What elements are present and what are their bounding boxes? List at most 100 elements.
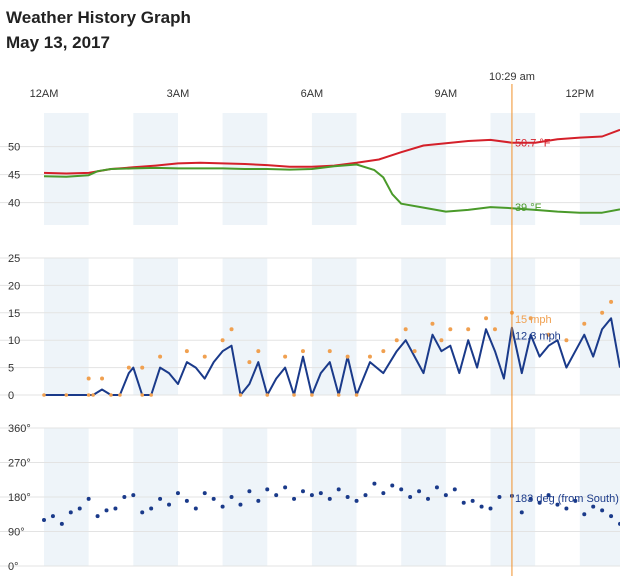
calm-point: [86, 393, 91, 397]
page-date: May 13, 2017: [6, 33, 110, 52]
gust-point: [158, 354, 163, 359]
hour-band: [44, 113, 89, 225]
direction-point: [555, 502, 560, 507]
gust-point: [564, 338, 569, 343]
gust-point: [600, 310, 605, 315]
direction-point: [283, 485, 288, 490]
direction-point: [426, 496, 430, 501]
hour-band: [222, 258, 268, 395]
calm-point: [140, 393, 145, 397]
direction-point: [582, 512, 587, 517]
direction-point: [149, 506, 154, 511]
y-tick-label: 50: [8, 142, 20, 154]
cursor-value-label: 50.7 °F: [515, 138, 551, 150]
gust-point: [86, 376, 91, 381]
direction-point: [434, 485, 439, 490]
x-tick-label: 6AM: [301, 88, 324, 100]
gust-point: [439, 338, 444, 343]
hour-band: [133, 258, 178, 395]
x-tick-label: 12PM: [565, 88, 594, 100]
gust-point: [140, 365, 145, 370]
gust-point: [394, 338, 399, 343]
direction-point: [104, 508, 109, 513]
gust-point: [184, 349, 189, 354]
calm-point: [149, 393, 153, 397]
direction-point: [140, 510, 145, 515]
calm-point: [292, 393, 296, 397]
gust-point: [126, 365, 131, 370]
direction-point: [238, 502, 243, 507]
calm-point: [336, 393, 341, 397]
gust-point: [403, 327, 408, 332]
hour-band: [579, 113, 620, 225]
direction-point: [59, 521, 64, 526]
direction-point: [202, 491, 207, 496]
x-tick-label: 9AM: [435, 88, 458, 100]
hour-band: [579, 258, 620, 395]
direction-point: [537, 500, 542, 505]
calm-point: [265, 393, 270, 397]
direction-point: [381, 491, 386, 496]
y-tick-label: 20: [8, 280, 20, 292]
direction-point: [591, 504, 596, 509]
direction-point: [408, 495, 413, 499]
calm-point: [91, 393, 95, 397]
direction-point: [211, 496, 216, 501]
gust-point: [528, 316, 533, 321]
gust-point: [229, 327, 234, 332]
gust-point: [448, 327, 453, 332]
calm-point: [354, 393, 359, 397]
direction-point: [131, 493, 136, 498]
direction-point: [390, 483, 395, 488]
cursor-time-label: 10:29 am: [489, 71, 535, 83]
gust-point: [367, 354, 372, 359]
direction-point: [220, 504, 225, 509]
y-tick-label: 45: [8, 170, 20, 182]
direction-point: [609, 514, 614, 519]
direction-point: [77, 506, 82, 511]
direction-point: [327, 496, 332, 501]
x-tick-label: 3AM: [167, 88, 190, 100]
direction-point: [564, 506, 569, 511]
direction-point: [167, 502, 172, 507]
direction-point: [528, 496, 533, 501]
direction-point: [122, 495, 127, 499]
direction-point: [417, 489, 422, 494]
cursor-value-label: 12.3 mph: [515, 331, 561, 343]
direction-point: [470, 498, 475, 503]
gust-point: [484, 316, 489, 321]
direction-point: [336, 487, 341, 492]
hour-band: [490, 258, 536, 395]
gust-point: [283, 354, 288, 359]
y-tick-label: 90°: [8, 527, 25, 539]
y-tick-label: 270°: [8, 458, 31, 470]
gust-point: [430, 321, 435, 326]
y-tick-label: 0°: [8, 561, 19, 573]
direction-point: [452, 487, 457, 492]
direction-point: [372, 481, 377, 486]
y-tick-label: 40: [8, 198, 20, 210]
y-tick-label: 15: [8, 308, 20, 320]
gust-point: [466, 327, 471, 332]
gust-point: [247, 360, 252, 365]
direction-point: [158, 496, 163, 501]
gust-point: [100, 376, 105, 381]
wind-speed-line: [44, 317, 620, 396]
calm-point: [42, 393, 46, 397]
direction-point: [175, 491, 180, 496]
dew-point-line: [43, 163, 620, 214]
gust-point: [256, 349, 261, 354]
hour-band: [44, 258, 89, 395]
direction-point: [274, 493, 279, 498]
page-title: Weather History Graph: [6, 8, 191, 27]
hour-band: [401, 258, 446, 395]
cursor-value-label: 183 deg (from South): [515, 493, 619, 505]
y-tick-label: 0: [8, 390, 14, 402]
y-tick-label: 5: [8, 363, 14, 375]
direction-point: [50, 514, 55, 519]
direction-point: [68, 510, 73, 515]
calm-point: [109, 393, 113, 397]
gust-point: [609, 299, 614, 304]
direction-point: [292, 496, 297, 501]
